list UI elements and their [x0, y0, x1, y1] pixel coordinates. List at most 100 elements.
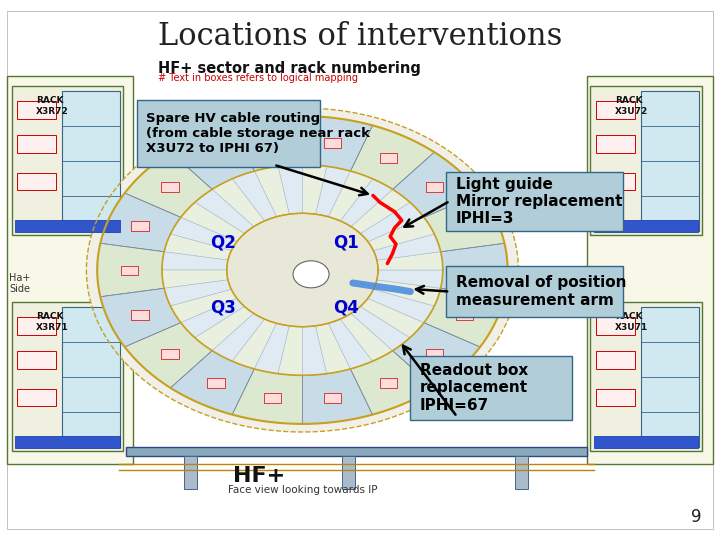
FancyBboxPatch shape [596, 389, 635, 406]
FancyBboxPatch shape [161, 183, 179, 192]
FancyBboxPatch shape [596, 136, 635, 153]
Polygon shape [441, 244, 508, 296]
Polygon shape [302, 116, 372, 171]
Polygon shape [181, 298, 245, 338]
FancyBboxPatch shape [15, 220, 120, 232]
Polygon shape [368, 217, 434, 251]
FancyBboxPatch shape [446, 172, 623, 231]
Polygon shape [171, 125, 254, 190]
Polygon shape [360, 298, 424, 338]
FancyBboxPatch shape [596, 173, 635, 191]
FancyBboxPatch shape [17, 102, 56, 119]
FancyBboxPatch shape [324, 393, 341, 403]
Polygon shape [195, 190, 254, 234]
FancyBboxPatch shape [7, 76, 133, 464]
FancyBboxPatch shape [467, 266, 484, 275]
Text: Light guide
Mirror replacement
IPHI=3: Light guide Mirror replacement IPHI=3 [456, 177, 622, 226]
Polygon shape [171, 217, 237, 251]
Polygon shape [315, 166, 351, 217]
FancyBboxPatch shape [12, 302, 123, 451]
Text: Spare HV cable routing
(from cable storage near rack
X3U72 to IPHI 67): Spare HV cable routing (from cable stora… [146, 112, 370, 155]
Polygon shape [164, 280, 231, 306]
FancyBboxPatch shape [131, 221, 148, 231]
FancyBboxPatch shape [17, 317, 56, 335]
Text: Removal of position
measurement arm: Removal of position measurement arm [456, 275, 626, 308]
Polygon shape [278, 165, 302, 214]
Polygon shape [374, 234, 441, 260]
Polygon shape [171, 289, 237, 322]
FancyBboxPatch shape [456, 221, 474, 231]
Polygon shape [424, 288, 505, 347]
Circle shape [293, 261, 329, 288]
FancyBboxPatch shape [596, 102, 635, 119]
FancyBboxPatch shape [184, 456, 197, 489]
Polygon shape [212, 179, 265, 227]
Polygon shape [125, 322, 212, 388]
Text: Face view looking towards IP: Face view looking towards IP [228, 485, 377, 495]
Polygon shape [278, 326, 302, 375]
FancyBboxPatch shape [426, 349, 444, 359]
Polygon shape [162, 270, 228, 288]
FancyBboxPatch shape [590, 86, 702, 235]
Polygon shape [340, 313, 392, 361]
Polygon shape [424, 193, 505, 252]
Polygon shape [232, 319, 276, 369]
FancyBboxPatch shape [62, 307, 120, 447]
FancyBboxPatch shape [161, 349, 179, 359]
Polygon shape [233, 369, 302, 424]
FancyBboxPatch shape [17, 352, 56, 369]
FancyBboxPatch shape [17, 136, 56, 153]
Polygon shape [162, 252, 228, 270]
FancyBboxPatch shape [17, 173, 56, 191]
Text: Q2: Q2 [210, 234, 236, 252]
FancyBboxPatch shape [324, 138, 341, 148]
Polygon shape [97, 244, 164, 296]
Text: Readout box
replacement
IPHI=67: Readout box replacement IPHI=67 [420, 363, 528, 413]
Text: Locations of interventions: Locations of interventions [158, 21, 562, 52]
FancyBboxPatch shape [7, 11, 713, 529]
FancyBboxPatch shape [137, 100, 320, 167]
Polygon shape [392, 152, 480, 217]
Text: Ha+
Side: Ha+ Side [9, 273, 31, 294]
Polygon shape [351, 190, 410, 234]
FancyBboxPatch shape [121, 266, 138, 275]
Polygon shape [340, 179, 392, 227]
FancyBboxPatch shape [207, 378, 225, 388]
Polygon shape [302, 326, 327, 375]
Polygon shape [368, 289, 434, 322]
FancyBboxPatch shape [264, 393, 281, 403]
FancyBboxPatch shape [380, 153, 397, 163]
Polygon shape [125, 152, 212, 217]
Polygon shape [164, 234, 231, 260]
Text: Q3: Q3 [210, 299, 236, 317]
FancyBboxPatch shape [380, 378, 397, 388]
Polygon shape [100, 288, 181, 347]
Polygon shape [171, 350, 254, 415]
FancyBboxPatch shape [426, 183, 444, 192]
Polygon shape [212, 313, 265, 361]
FancyBboxPatch shape [594, 220, 698, 232]
Polygon shape [195, 306, 254, 350]
FancyBboxPatch shape [207, 153, 225, 163]
Text: HF+ sector and rack numbering: HF+ sector and rack numbering [158, 61, 421, 76]
Polygon shape [232, 171, 276, 221]
Polygon shape [392, 322, 480, 388]
Polygon shape [377, 270, 443, 288]
FancyBboxPatch shape [131, 310, 148, 320]
Polygon shape [377, 252, 443, 270]
FancyBboxPatch shape [641, 307, 698, 447]
FancyBboxPatch shape [17, 389, 56, 406]
FancyBboxPatch shape [126, 447, 587, 456]
FancyBboxPatch shape [446, 266, 623, 317]
Text: RACK
X3R72: RACK X3R72 [36, 96, 69, 116]
FancyBboxPatch shape [515, 456, 528, 489]
Polygon shape [233, 116, 302, 171]
FancyBboxPatch shape [587, 76, 713, 464]
Polygon shape [328, 171, 373, 221]
Circle shape [227, 213, 378, 327]
Text: # Text in boxes refers to logical mapping: # Text in boxes refers to logical mappin… [158, 73, 359, 83]
Text: Q1: Q1 [333, 234, 359, 252]
Polygon shape [100, 193, 181, 252]
FancyBboxPatch shape [590, 302, 702, 451]
Polygon shape [374, 280, 441, 306]
